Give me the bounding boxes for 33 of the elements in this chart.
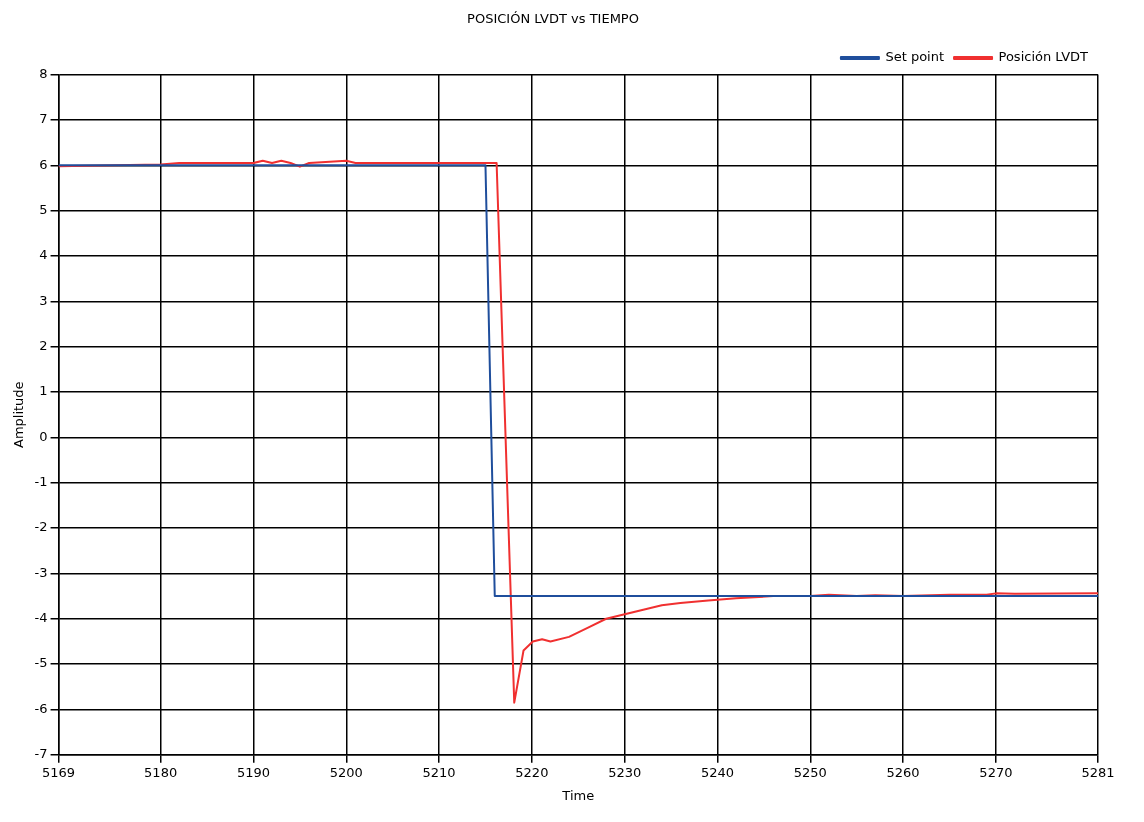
x-tick-label: 5180 <box>144 764 178 780</box>
y-tick-label: 2 <box>39 338 48 354</box>
chart-title: POSICIÓN LVDT vs TIEMPO <box>467 11 639 27</box>
x-tick-label: 5250 <box>793 764 827 780</box>
y-tick-label: -2 <box>34 519 48 535</box>
y-tick-label: 5 <box>39 202 48 218</box>
y-tick-label: 8 <box>39 65 48 81</box>
y-tick-label: -7 <box>34 746 48 762</box>
y-tick-label: 6 <box>39 156 48 172</box>
y-tick-label: -1 <box>34 474 48 490</box>
y-tick-label: 1 <box>39 383 48 399</box>
y-tick-label: 7 <box>39 111 48 127</box>
y-axis-title: Amplitude <box>11 381 27 449</box>
y-tick-label: -5 <box>34 655 48 671</box>
y-tick-label: -3 <box>34 564 48 580</box>
x-tick-label: 5190 <box>236 764 270 780</box>
y-tick-label: 3 <box>39 292 48 308</box>
x-tick-label: 5169 <box>42 764 76 780</box>
x-tick-label: 5230 <box>608 764 642 780</box>
x-tick-label: 5281 <box>1081 764 1115 780</box>
x-tick-label: 5210 <box>422 764 456 780</box>
x-tick-label: 5220 <box>515 764 549 780</box>
y-tick-label: -4 <box>34 610 48 626</box>
y-tick-label: 4 <box>39 247 48 263</box>
legend-label: Set point <box>885 49 945 65</box>
x-tick-label: 5270 <box>979 764 1013 780</box>
x-tick-label: 5240 <box>700 764 735 780</box>
x-tick-label: 5260 <box>886 764 920 780</box>
x-tick-label: 5200 <box>329 764 363 780</box>
y-tick-label: 0 <box>39 428 48 444</box>
y-tick-label: -6 <box>34 700 48 716</box>
legend-label: Posición LVDT <box>998 49 1089 65</box>
x-axis-title: Time <box>561 787 595 803</box>
